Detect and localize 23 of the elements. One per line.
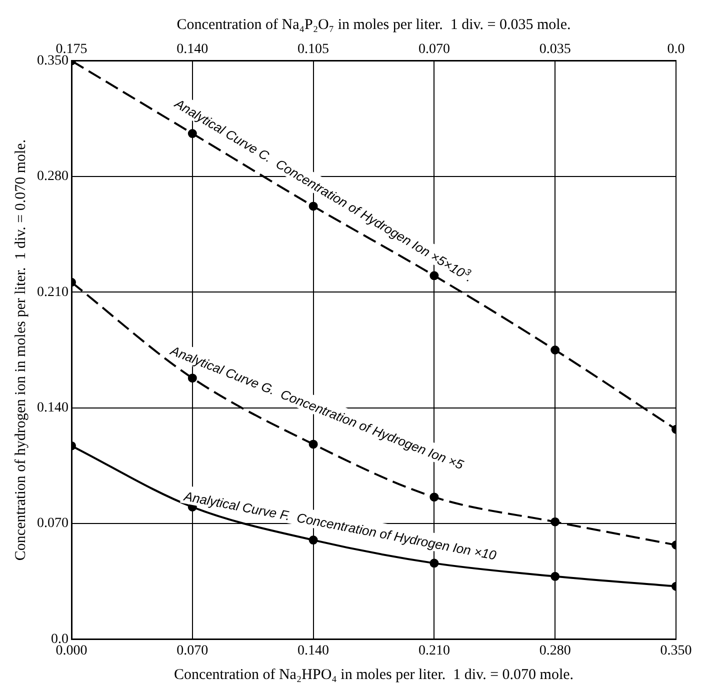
x-tick-label: 0.070 [176,643,208,658]
x2-tick-label: 0.105 [298,42,330,58]
point [188,374,197,383]
y-tick-label: 0.210 [37,284,68,300]
x2-tick-label: 0.070 [418,42,450,58]
x2-axis-title: Concentration of Na₄P₂O₇ in moles per liter. 1 div. = 0.035 mole. [176,16,571,33]
point [308,440,318,449]
x2-tick-label: 0.0 [667,42,685,58]
x-axis-title: Concentration of Na₂HPO₄ in moles per liter. 1 div. = 0.070 mole. [174,666,574,683]
y-tick-label: 0.070 [37,516,68,532]
x-tick-label: 0.140 [298,643,330,658]
x2-tick-label: 0.035 [539,42,571,58]
x-tick-label: 0.280 [539,643,571,658]
y-tick-label: 0.350 [37,53,68,68]
point [430,558,439,568]
y-tick-label: 0.280 [37,169,68,184]
x-tick-label: 0.000 [56,643,88,658]
x-tick-label: 0.350 [660,643,692,658]
y-axis-title: Concentration of hydrogen ion in moles per liter. 1 div. = 0.070 mole. [12,139,29,561]
y-tick-label: 0.140 [37,400,68,416]
point [430,492,439,502]
x-tick-label: 0.210 [418,643,450,658]
x2-tick-label: 0.140 [176,42,208,58]
